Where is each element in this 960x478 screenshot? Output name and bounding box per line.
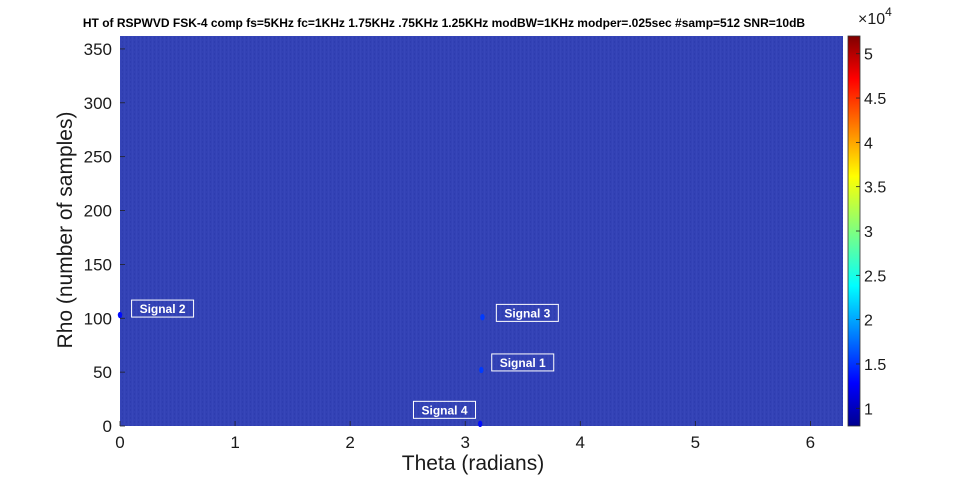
y-axis-label: Rho (number of samples) (54, 112, 77, 349)
annotation-label: Signal 3 (504, 306, 550, 320)
annotation-box (412, 400, 476, 419)
colorbar-exponent-power: 4 (885, 5, 892, 19)
y-tick-label: 100 (84, 309, 112, 328)
x-tick-label: 5 (691, 433, 700, 452)
y-tick-label: 200 (84, 202, 112, 221)
y-tick-label: 150 (84, 255, 112, 274)
y-tick-label: 350 (84, 40, 112, 59)
heatmap-background (120, 36, 843, 426)
colorbar-ticks: 1 1.5 2 2.5 3 3.5 4 4.5 5 (856, 47, 886, 418)
peak-point (480, 313, 485, 321)
peak-point (117, 311, 123, 319)
annotation-layer: Signal 1 Signal 2 Signal 3 Signal 4 (131, 299, 559, 419)
colorbar-exponent: ×104 (858, 5, 892, 28)
annotation-box (491, 353, 555, 372)
x-tick-label: 2 (345, 433, 354, 452)
x-axis: 0 1 2 3 4 5 6 (115, 421, 815, 452)
colorbar-exponent-base: ×10 (858, 11, 885, 28)
colorbar-tick-label: 4.5 (864, 91, 886, 108)
x-tick-label: 0 (115, 433, 124, 452)
y-axis: 0 50 100 150 200 250 300 350 (84, 40, 125, 436)
annotation-box (131, 299, 195, 318)
y-tick-label: 0 (103, 417, 112, 436)
annotation-label: Signal 1 (500, 356, 546, 370)
colorbar-tick-label: 1 (864, 401, 873, 418)
annotation-box (495, 303, 559, 322)
colorbar-tick-label: 2.5 (864, 268, 886, 285)
colorbar-tick-label: 4 (864, 135, 873, 152)
chart-title: HT of RSPWVD FSK-4 comp fs=5KHz fc=1KHz … (83, 16, 806, 30)
colorbar-tick-label: 3 (864, 224, 873, 241)
x-tick-label: 1 (230, 433, 239, 452)
colorbar-tick-label: 2 (864, 313, 873, 330)
y-tick-label: 250 (84, 148, 112, 167)
y-tick-label: 300 (84, 94, 112, 113)
annotation-label: Signal 2 (140, 302, 186, 316)
x-axis-label: Theta (radians) (402, 452, 544, 475)
colorbar-tick-label: 1.5 (864, 357, 886, 374)
peak-point (477, 420, 483, 428)
x-tick-label: 4 (576, 433, 585, 452)
peak-point (479, 366, 484, 374)
x-tick-label: 6 (806, 433, 815, 452)
annotation-label: Signal 4 (421, 403, 467, 417)
x-tick-label: 3 (460, 433, 469, 452)
peak-layer (117, 311, 485, 428)
colorbar-tick-label: 5 (864, 47, 873, 64)
y-tick-label: 50 (93, 363, 112, 382)
colorbar-tick-label: 3.5 (864, 180, 886, 197)
